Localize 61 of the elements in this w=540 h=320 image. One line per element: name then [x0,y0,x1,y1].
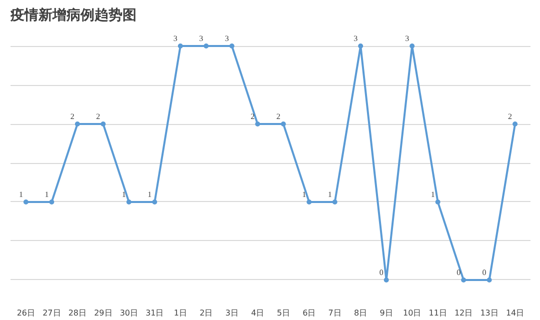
x-tick-label: 6日 [302,308,316,318]
data-label: 2 [250,112,255,122]
data-label: 3 [405,34,410,44]
x-tick-label: 27日 [42,308,61,318]
point [435,199,440,204]
point [229,44,234,49]
point [49,199,54,204]
x-tick-label: 28日 [68,308,87,318]
data-label: 1 [430,190,435,199]
point [512,122,518,127]
point [204,44,209,49]
x-tick-label: 31日 [146,308,164,318]
data-label: 3 [224,34,229,44]
point [486,277,492,282]
data-label: 0 [482,268,486,277]
point [332,199,338,204]
point [280,122,286,127]
point [358,44,364,49]
data-label: 1 [18,190,23,199]
data-label: 3 [173,34,178,44]
x-tick-label: 13日 [480,308,498,318]
x-tick-label: 2日 [200,308,213,318]
data-label: 2 [508,112,512,122]
x-tick-label: 1日 [174,308,187,318]
x-tick-label: 29日 [94,308,112,318]
chart-title: 疫情新增病例趋势图 [10,6,136,24]
point [306,199,312,204]
data-label: 1 [148,190,152,199]
data-label: 2 [96,112,100,122]
point [74,122,80,127]
x-tick-label: 7日 [328,308,342,318]
x-tick-label: 30日 [120,308,138,318]
data-label: 0 [379,268,384,277]
x-tick-label: 3日 [225,308,238,318]
x-tick-label: 10日 [402,308,422,318]
point [461,277,466,282]
x-tick-label: 12日 [454,308,473,318]
point [23,199,28,204]
x-tick-label: 26日 [16,308,36,318]
data-label: 1 [328,190,332,199]
x-tick-label: 5日 [276,308,290,318]
data-label: 1 [44,190,49,199]
data-label: 2 [70,112,74,122]
x-tick-label: 8日 [354,308,368,318]
point [384,277,389,282]
point [152,199,158,204]
data-label: 0 [456,268,461,277]
data-label: 3 [354,34,358,44]
point [410,44,415,49]
x-tick-label: 4日 [251,308,264,318]
data-label: 3 [199,34,204,44]
point [178,44,183,49]
point [126,199,132,204]
point [255,122,260,127]
point [100,122,106,127]
data-label: 2 [276,112,280,122]
data-label: 1 [302,190,306,199]
data-label: 1 [122,190,126,199]
x-tick-label: 9日 [380,308,393,318]
x-tick-label: 14日 [506,308,524,318]
x-tick-label: 11日 [428,308,447,318]
